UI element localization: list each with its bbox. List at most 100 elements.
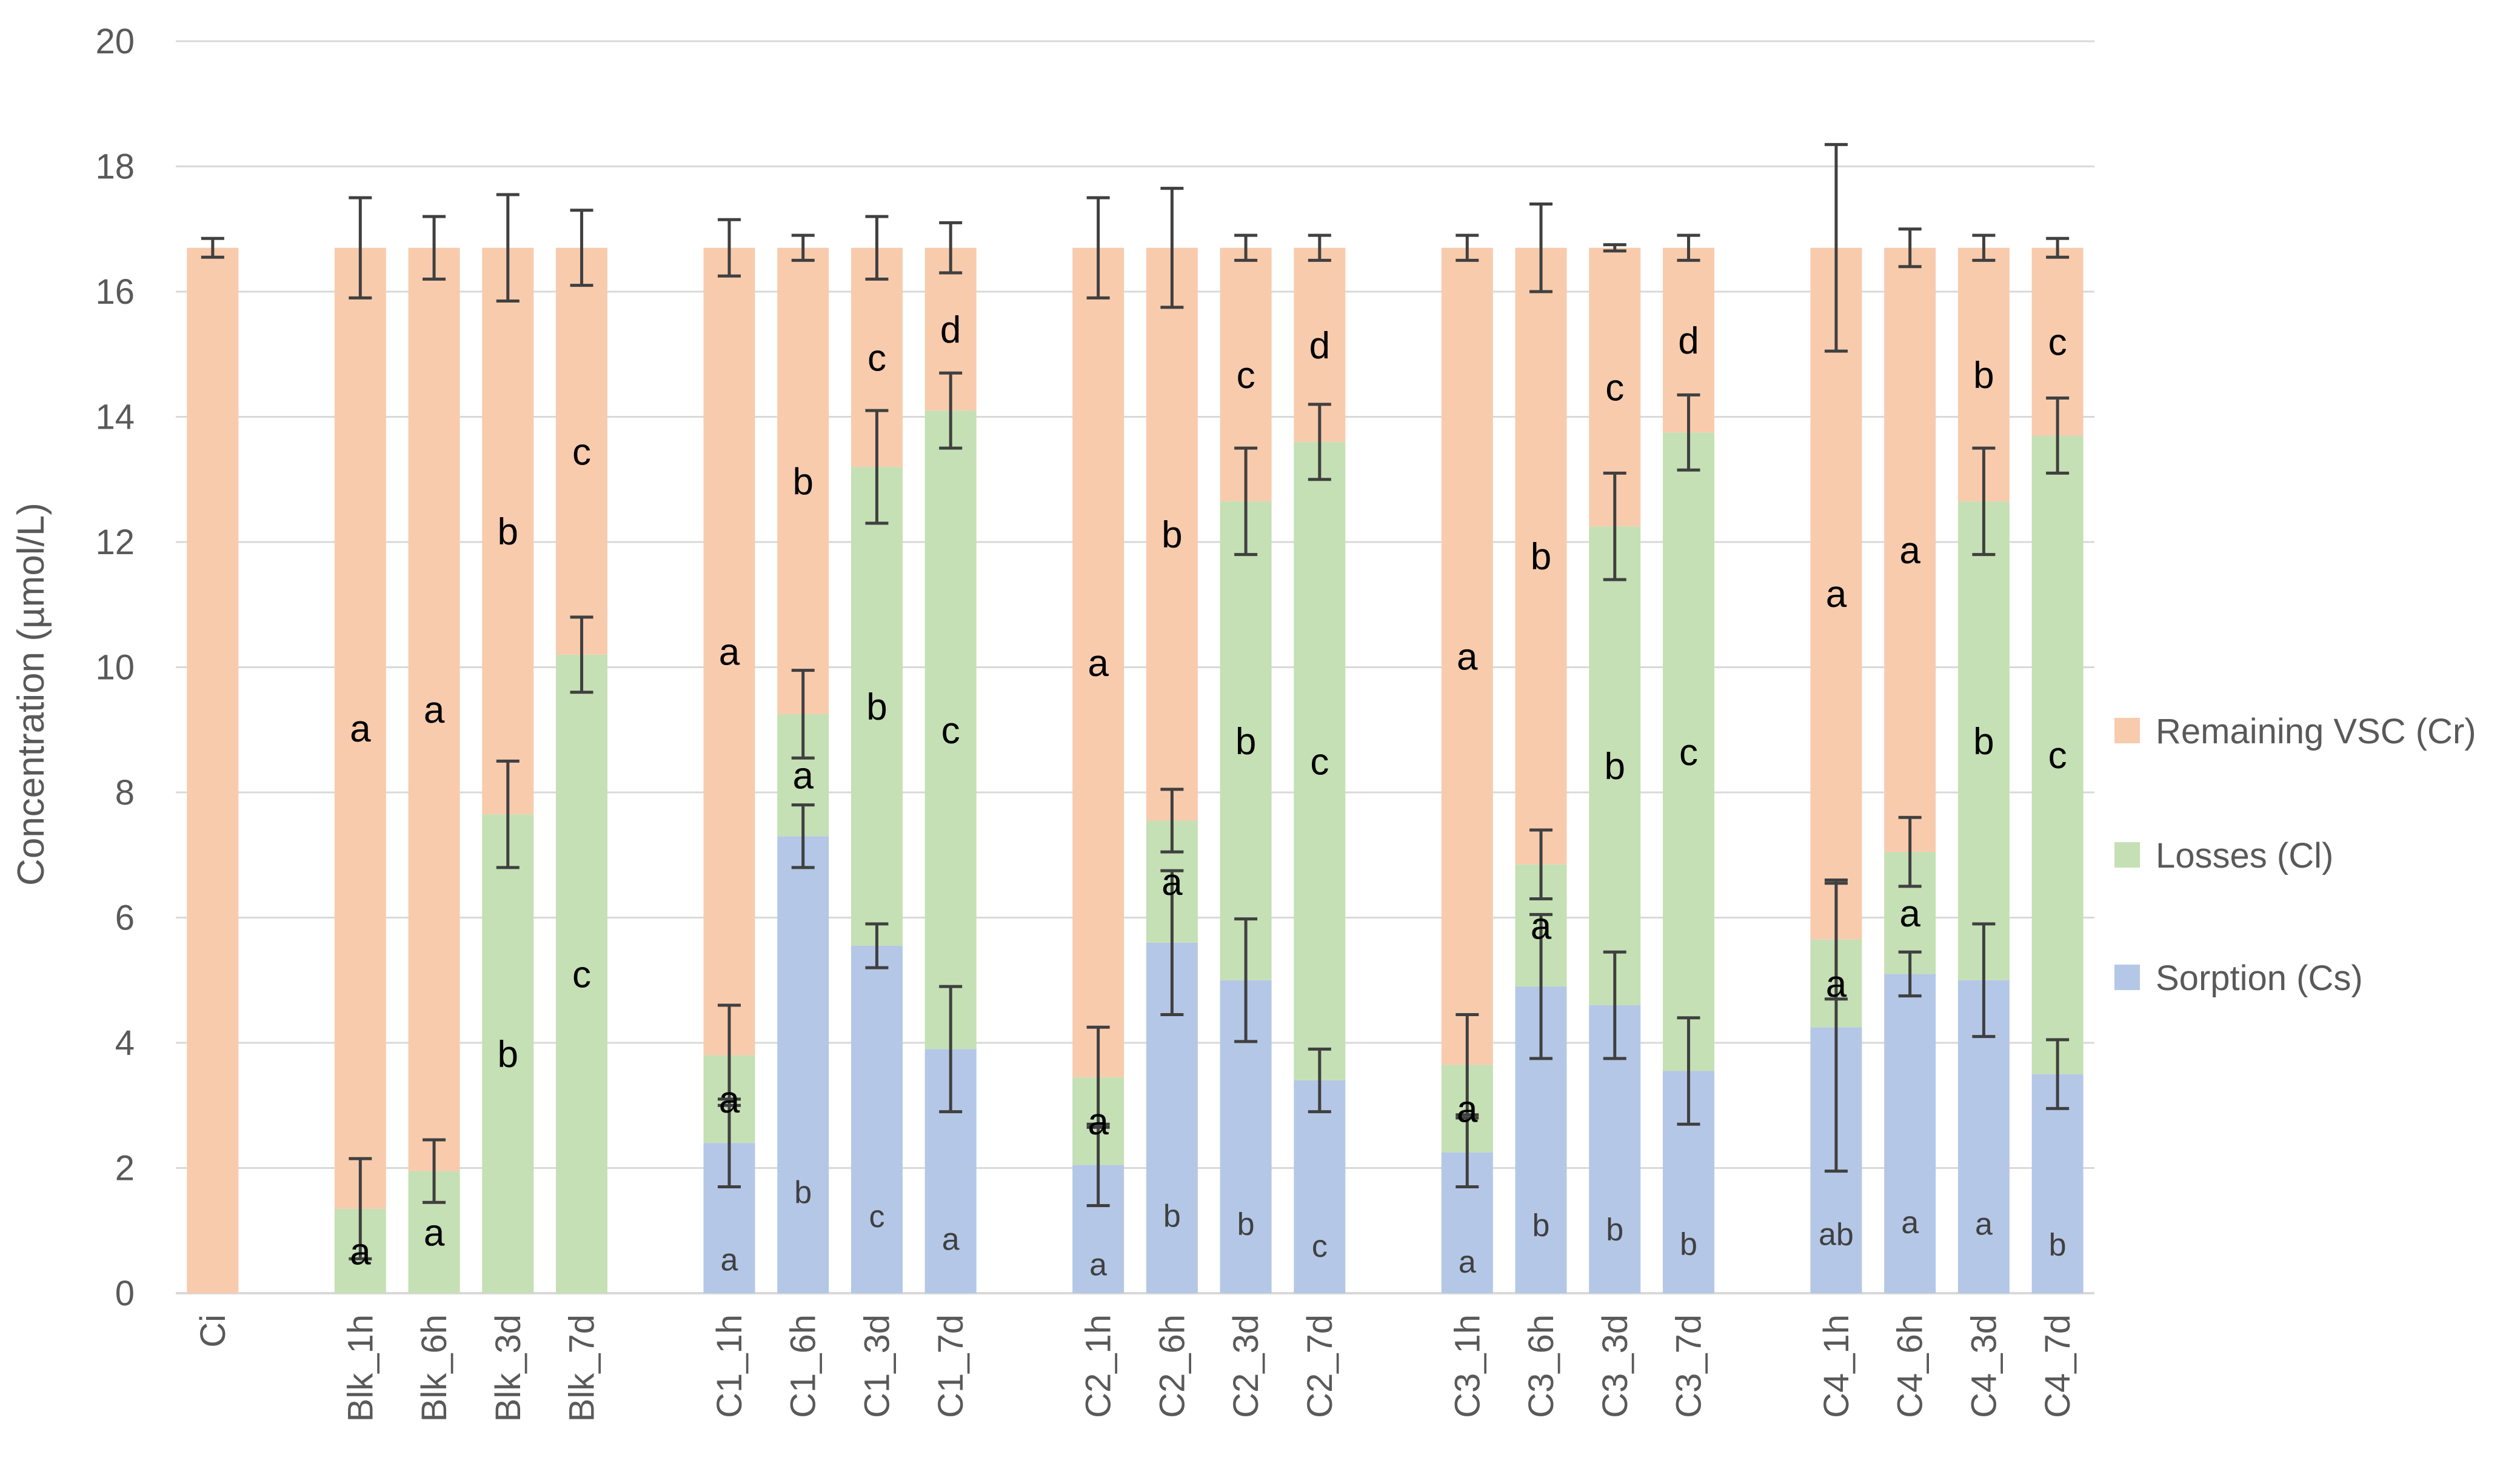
significance-letter-sorption: ab [1819,1217,1854,1252]
bar-segment-sorption [1294,1080,1346,1293]
significance-letter-sorption: b [2049,1227,2067,1262]
bar-segment-sorption [777,836,829,1293]
x-category-label: C2_1h [1079,1314,1118,1418]
bar-segment-remaining [1441,247,1493,1065]
significance-letter-remaining: a [424,689,445,731]
significance-letter-losses: c [1310,741,1329,783]
significance-letter-remaining: a [1088,643,1109,684]
error-bars [201,142,2070,1260]
y-tick-label: 10 [95,648,135,688]
significance-letter-sorption: a [1901,1205,1919,1240]
y-tick-label: 2 [115,1149,135,1188]
significance-letter-losses: a [1899,893,1920,935]
significance-letter-remaining: a [1826,574,1847,615]
x-category-label: Blk_1h [341,1314,380,1422]
significance-letter-sorption: b [1606,1213,1623,1248]
x-category-label: C4_6h [1891,1314,1930,1418]
significance-letter-losses: b [1605,746,1625,788]
y-axis-title: Concentration (µmol/L) [10,503,52,886]
x-category-label: C4_7d [2038,1314,2077,1418]
legend-label-remaining: Remaining VSC (Cr) [2156,712,2476,751]
x-category-label: C4_3d [1964,1314,2004,1418]
legend-label-losses: Losses (Cl) [2156,836,2333,875]
y-tick-label: 16 [95,272,135,312]
x-category-label: C3_1h [1448,1314,1487,1418]
significance-letter-remaining: b [1161,514,1182,556]
significance-letter-sorption: b [1680,1227,1697,1262]
legend-swatch-sorption [2114,965,2140,990]
legend-swatch-remaining [2114,718,2140,743]
bar-segment-remaining [1146,247,1198,821]
bar-segment-remaining [187,247,239,1294]
x-category-label: C4_1h [1817,1314,1856,1418]
legend: Remaining VSC (Cr) Losses (Cl) Sorption (C… [2114,712,2476,998]
gridlines [176,40,2094,1294]
significance-letter-losses: b [1235,721,1256,763]
significance-letter-remaining: a [350,708,371,750]
significance-letter-remaining: b [1531,536,1551,578]
significance-letter-losses: c [2048,735,2067,777]
bar-segment-remaining [1884,247,1936,852]
significance-letter-losses: a [1161,862,1183,903]
bars [187,247,2084,1294]
x-category-label: C3_6h [1522,1314,1561,1418]
x-category-label: C1_1h [710,1314,749,1418]
significance-letter-remaining: c [572,431,591,473]
significance-letter-losses: a [792,755,814,797]
bar-segment-losses [851,467,903,946]
bar-segment-remaining [703,247,755,1056]
significance-letter-sorption: b [1237,1207,1255,1242]
bar-segment-remaining [556,247,608,655]
y-tick-label: 4 [115,1023,135,1063]
significance-letter-losses: a [719,1079,740,1121]
x-category-label: C3_3d [1596,1314,1635,1418]
significance-letter-losses: a [1531,905,1552,947]
significance-letter-sorption: a [721,1242,738,1277]
significance-letter-sorption: b [1163,1199,1181,1234]
significance-letter-losses: b [1973,721,1994,763]
bar-segment-remaining [334,247,386,1209]
bar-segment-remaining [1810,247,1862,940]
significance-letter-sorption: a [1975,1207,1993,1242]
bar-segment-losses [1220,501,1272,980]
x-category-label: C2_7d [1300,1314,1340,1418]
significance-letter-sorption: b [794,1175,812,1210]
significance-letter-remaining: d [940,309,961,351]
significance-letter-sorption: b [1532,1208,1550,1243]
x-category-label: C2_6h [1152,1314,1192,1418]
x-axis-category-labels: Ci Blk_1h Blk_6h Blk_3d Blk_7d C1_1h C1_6h C1_3… [193,1314,2077,1422]
bar-segment-losses [2031,435,2084,1074]
significance-letter-losses: b [866,686,887,728]
bar-segment-losses [482,814,534,1293]
significance-letter-remaining: b [1973,355,1994,397]
bar-segment-losses [1294,441,1346,1080]
bar-segment-remaining [482,247,534,815]
significance-letter-losses: c [1679,732,1698,774]
y-tick-label: 14 [95,398,135,437]
bar-segment-sorption [851,945,903,1293]
significance-letter-losses: a [424,1212,445,1254]
significance-letter-remaining: d [1678,320,1699,362]
x-category-label: Ci [193,1314,233,1348]
bar-segment-losses [556,654,608,1293]
significance-letter-remaining: c [1605,367,1624,409]
significance-letter-remaining: b [498,511,518,553]
significance-letter-losses: a [1088,1101,1109,1143]
bar-segment-losses [924,410,977,1049]
significance-letter-losses: c [572,954,591,996]
x-category-label: Blk_6h [415,1314,454,1422]
significance-letter-remaining: c [1237,355,1255,397]
x-category-label: C2_3d [1226,1314,1266,1418]
significance-letter-sorption: a [942,1222,960,1257]
bar-segment-losses [1957,501,2010,980]
bar-segment-remaining [1072,247,1125,1077]
significance-letter-sorption: a [1089,1247,1107,1282]
bar-segment-sorption [1884,974,1936,1293]
significance-letter-remaining: a [1899,530,1920,572]
y-tick-label: 12 [95,523,135,562]
significance-letter-losses: c [941,710,960,752]
bar-segment-losses [1662,432,1714,1071]
significance-letter-sorption: c [1312,1229,1328,1264]
significance-letter-remaining: c [2048,322,2067,364]
